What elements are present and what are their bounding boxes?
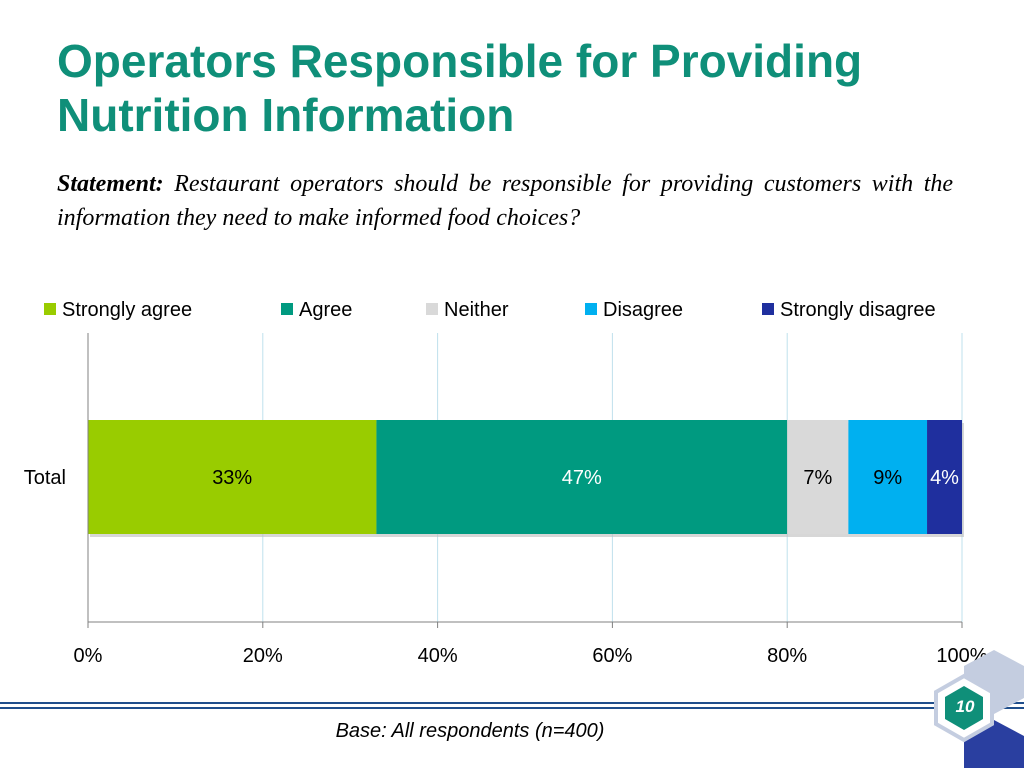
hexagon-page-fill [945,686,983,730]
legend-label: Neither [444,299,509,321]
x-tick-label: 20% [243,645,283,667]
category-label: Total [24,467,66,489]
legend-swatch [585,303,597,315]
legend-swatch [426,303,438,315]
hexagon-decoration [934,650,1024,768]
statement-body: Restaurant operators should be responsib… [57,171,954,231]
bar-segment [787,420,849,534]
legend-label: Disagree [603,299,683,321]
x-tick-label: 60% [592,645,632,667]
x-tick-label: 80% [767,645,807,667]
page-number: 10 [955,697,975,716]
footer-rule [0,702,1024,709]
legend-swatch [762,303,774,315]
data-label: 47% [562,467,602,489]
statement-text: Statement: Restaurant operators should b… [57,167,953,235]
legend-swatch [281,303,293,315]
data-label: 4% [930,467,959,489]
slide-title: Operators Responsible for Providing Nutr… [57,35,863,141]
legend-label: Agree [299,299,352,321]
data-label: 33% [212,467,252,489]
bar-segment [848,420,928,534]
data-label: 7% [803,467,832,489]
x-tick-label: 0% [74,645,103,667]
legend-label: Strongly agree [62,299,192,321]
bar-segment [376,420,788,534]
bar-segment [927,420,962,534]
chart-bars: 33% 47% 7% 9% 4% [88,420,964,537]
x-tick-label: 40% [418,645,458,667]
legend-label: Strongly disagree [780,299,936,321]
base-note: Base: All respondents (n=400) [335,720,605,742]
bar-segment [88,420,377,534]
data-label: 9% [873,467,902,489]
stacked-bar-chart: Strongly agree Agree Neither Disagree Strong… [24,299,988,667]
legend-swatch [44,303,56,315]
statement-lead: Statement: [57,171,164,197]
chart-legend: Strongly agree Agree Neither Disagree Strong… [44,299,936,321]
